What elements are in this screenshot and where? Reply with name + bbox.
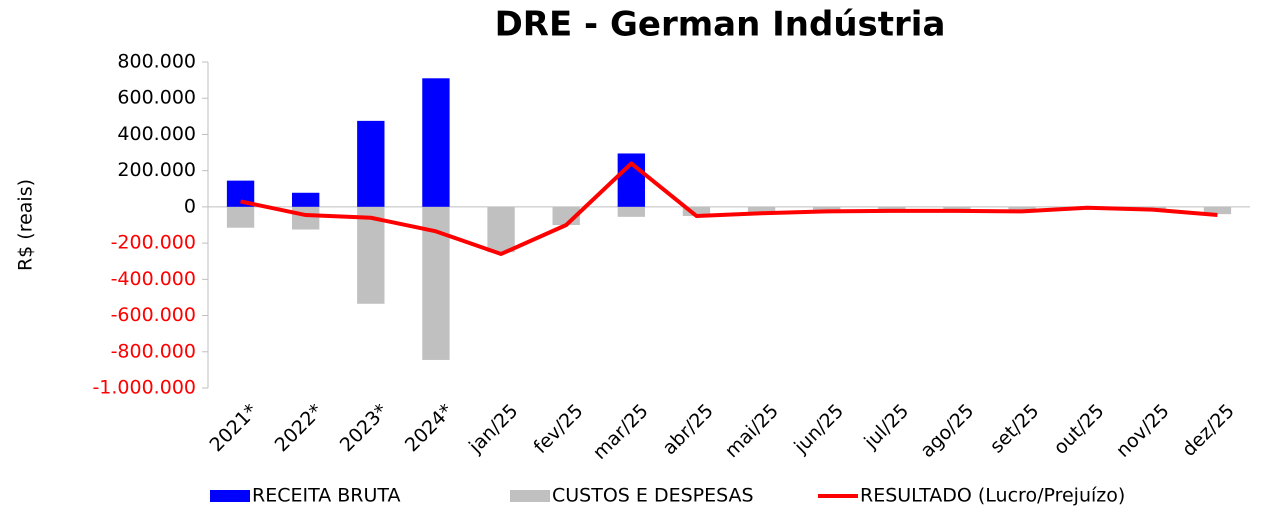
y-tick-label: 200.000 — [117, 159, 196, 181]
bar — [617, 206, 645, 217]
x-tick-label: 2023* — [336, 400, 392, 456]
x-tick-label: jan/25 — [464, 400, 522, 458]
x-tick-label: mai/25 — [721, 400, 783, 462]
legend-label: RESULTADO (Lucro/Prejuízo) — [860, 485, 1125, 507]
bar — [292, 192, 320, 207]
legend-swatch — [210, 490, 250, 502]
x-tick-label: mar/25 — [589, 400, 653, 464]
y-tick-label: -600.000 — [111, 304, 196, 326]
legend-label: CUSTOS E DESPESAS — [552, 485, 754, 507]
bar — [747, 206, 776, 213]
y-tick-label: -1.000.000 — [92, 377, 196, 399]
bar — [226, 206, 255, 228]
y-tick-label: 600.000 — [117, 87, 196, 109]
x-tick-label: set/25 — [986, 400, 1044, 458]
legend-swatch — [510, 490, 550, 502]
bar — [422, 78, 450, 207]
bar — [357, 206, 385, 304]
bar — [1203, 206, 1232, 215]
y-tick-label: -400.000 — [111, 268, 196, 290]
bar — [943, 206, 971, 211]
y-axis-label: R$ (reais) — [15, 179, 37, 271]
bar — [1008, 206, 1036, 212]
bar — [487, 206, 515, 253]
bar — [878, 206, 906, 211]
bar — [813, 206, 841, 211]
x-tick-label: jul/25 — [859, 400, 913, 454]
y-tick-label: 800.000 — [117, 51, 196, 73]
x-tick-label: abr/25 — [658, 400, 717, 459]
x-tick-label: dez/25 — [1178, 400, 1239, 461]
y-tick-label: 0 — [184, 195, 196, 217]
x-tick-label: jun/25 — [789, 400, 848, 459]
bar — [292, 206, 320, 230]
x-tick-label: ago/25 — [916, 400, 978, 462]
line — [240, 161, 1218, 256]
x-tick-label: out/25 — [1049, 400, 1108, 459]
bar — [682, 206, 711, 216]
x-tick-label: 2021* — [206, 400, 262, 456]
bar — [357, 120, 385, 207]
x-tick-label: 2024* — [401, 400, 457, 456]
y-tick-label: -200.000 — [111, 232, 196, 254]
x-tick-label: fev/25 — [529, 400, 587, 458]
chart-title: DRE - German Indústria — [495, 5, 946, 45]
y-tick-label: -800.000 — [111, 340, 196, 362]
y-tick-label: 400.000 — [117, 123, 196, 145]
legend-label: RECEITA BRUTA — [252, 485, 401, 507]
x-tick-label: nov/25 — [1112, 400, 1174, 462]
x-tick-label: 2022* — [271, 400, 327, 456]
